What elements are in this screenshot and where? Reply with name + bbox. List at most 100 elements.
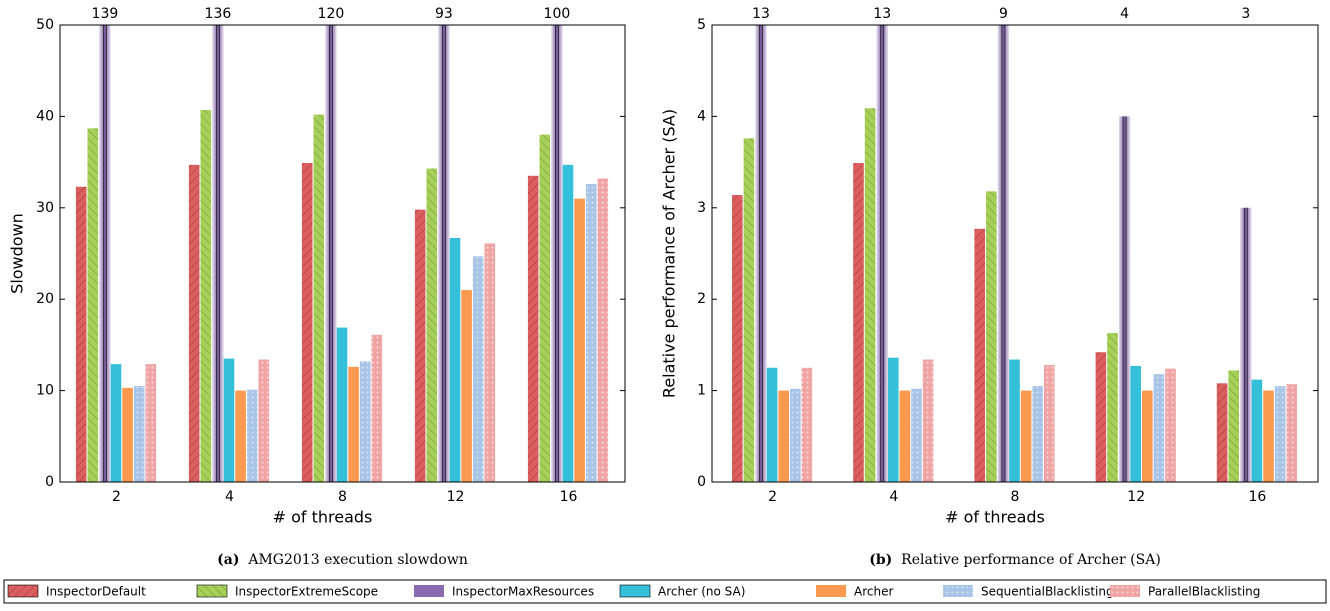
legend-swatch — [196, 584, 228, 598]
legend-label: ParallelBlacklisting — [1148, 585, 1260, 599]
bar — [1228, 370, 1239, 482]
y-tick-label: 2 — [697, 291, 706, 307]
y-axis-label: Slowdown — [8, 213, 27, 294]
bar — [133, 386, 145, 482]
bar — [743, 138, 755, 482]
bar — [864, 108, 876, 482]
bar — [778, 390, 789, 482]
bar — [1263, 390, 1274, 482]
value-label: 13 — [752, 6, 770, 22]
x-tick-label: 16 — [1248, 489, 1266, 505]
caption-space — [892, 552, 901, 568]
bar — [597, 178, 609, 482]
bar — [484, 243, 496, 482]
caption-space — [239, 552, 248, 568]
bar — [986, 191, 997, 482]
bar — [801, 367, 813, 482]
x-axis-label: # of threads — [945, 508, 1045, 527]
y-tick-label: 20 — [36, 291, 54, 307]
legend-swatch — [414, 585, 444, 597]
bar — [461, 290, 472, 482]
bar — [438, 25, 450, 482]
bar — [325, 25, 337, 482]
caption: (a) AMG2013 execution slowdown — [217, 552, 468, 568]
y-axis-label: Relative performance of Archer (SA) — [660, 109, 679, 398]
legend-label: SequentialBlacklisting — [981, 585, 1114, 599]
bar — [414, 209, 426, 482]
legend-box — [3, 579, 1327, 604]
bar — [899, 390, 911, 482]
plot-bars — [732, 25, 1297, 482]
bar — [1142, 390, 1153, 482]
legend-label: InspectorExtremeScope — [235, 585, 378, 599]
bar — [1274, 386, 1286, 482]
legend-swatch — [943, 585, 973, 597]
bar — [1240, 207, 1252, 482]
plot-frame — [59, 24, 626, 483]
y-tick-label: 50 — [36, 17, 54, 33]
legend-swatch — [7, 584, 39, 598]
bar — [876, 25, 888, 482]
value-label: 4 — [1120, 6, 1129, 22]
y-tick-label: 1 — [697, 383, 706, 399]
bar — [449, 237, 461, 482]
value-label: 93 — [435, 6, 453, 22]
caption-text: AMG2013 execution slowdown — [247, 552, 468, 568]
bar — [562, 164, 574, 482]
y-tick-label: 3 — [697, 200, 706, 216]
legend-label: Archer — [854, 585, 893, 599]
bar — [1020, 390, 1032, 482]
bar — [853, 163, 864, 482]
bar — [301, 163, 313, 482]
bar — [235, 390, 246, 482]
bar — [472, 256, 484, 482]
bar — [888, 357, 899, 482]
bar — [585, 184, 597, 482]
y-tick-label: 40 — [36, 108, 54, 124]
bar — [1095, 352, 1107, 482]
legend-swatch — [816, 585, 846, 597]
y-tick-label: 10 — [36, 383, 54, 399]
y-tick-label: 5 — [697, 17, 706, 33]
bar — [732, 195, 743, 482]
bar — [371, 334, 383, 482]
legend-swatch — [1110, 585, 1140, 597]
bar — [223, 358, 235, 482]
bar — [426, 168, 438, 482]
bar — [1153, 374, 1165, 482]
legend-label: InspectorDefault — [46, 585, 146, 599]
bar — [527, 175, 539, 482]
plot-bars — [75, 25, 609, 482]
legend-label: InspectorMaxResources — [452, 585, 594, 599]
value-label: 136 — [205, 6, 232, 22]
legend-label: Archer (no SA) — [658, 585, 745, 599]
bar — [1251, 379, 1263, 482]
bar — [911, 388, 922, 482]
bar — [1286, 384, 1297, 482]
x-tick-label: 4 — [889, 489, 898, 505]
bar — [212, 25, 224, 482]
bar — [1032, 386, 1043, 482]
bar — [1009, 359, 1020, 482]
value-label: 139 — [92, 6, 119, 22]
bar — [539, 134, 551, 482]
bar — [336, 327, 348, 482]
bar — [99, 25, 111, 482]
x-tick-label: 12 — [447, 489, 465, 505]
bar — [997, 25, 1010, 482]
plot-frame — [711, 24, 1319, 483]
bar — [188, 164, 200, 482]
x-axis-label: # of threads — [273, 508, 373, 527]
x-tick-label: 2 — [768, 489, 777, 505]
bar — [1130, 365, 1141, 482]
bar — [359, 361, 371, 482]
value-label: 9 — [999, 6, 1008, 22]
caption-label: (a) — [217, 552, 239, 568]
bar — [790, 388, 801, 482]
value-label: 120 — [318, 6, 345, 22]
bar — [110, 364, 122, 482]
bar — [551, 25, 563, 482]
x-tick-label: 8 — [338, 489, 347, 505]
x-tick-label: 12 — [1127, 489, 1145, 505]
